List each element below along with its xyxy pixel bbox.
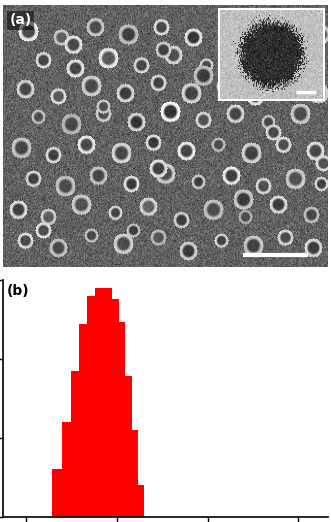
Bar bbox=[219, 9, 324, 100]
Text: (b): (b) bbox=[7, 284, 29, 299]
Text: (a): (a) bbox=[9, 14, 31, 28]
